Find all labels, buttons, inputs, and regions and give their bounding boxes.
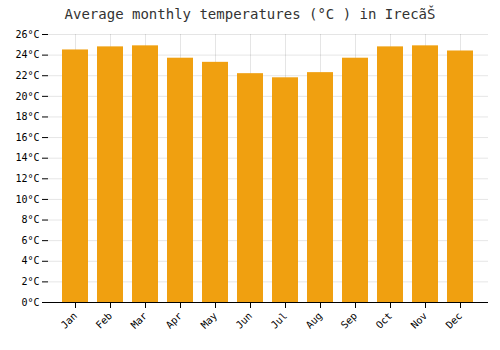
svg-text:Jan: Jan [59, 310, 80, 331]
svg-text:Oct: Oct [374, 310, 395, 331]
svg-text:6°C: 6°C [21, 235, 39, 246]
html-text:Average monthly temperatures (: Average monthly temperatures (°C ) in Ir… [64, 6, 436, 22]
svg-text:26°C: 26°C [15, 29, 39, 40]
svg-text:Feb: Feb [94, 310, 115, 331]
svg-text:20°C: 20°C [15, 91, 39, 102]
svg-text:Jun: Jun [234, 310, 255, 331]
svg-text:Nov: Nov [409, 310, 430, 331]
svg-text:Jul: Jul [269, 310, 290, 331]
svg-text:Mar: Mar [129, 310, 150, 331]
svg-text:16°C: 16°C [15, 132, 39, 143]
svg-text:14°C: 14°C [15, 152, 39, 163]
svg-text:Dec: Dec [444, 310, 465, 331]
svg-text:Sep: Sep [339, 310, 360, 331]
svg-text:8°C: 8°C [21, 214, 39, 225]
svg-text:Aug: Aug [304, 310, 325, 331]
svg-text:22°C: 22°C [15, 70, 39, 81]
svg-text:Apr: Apr [164, 310, 185, 331]
svg-text:2°C: 2°C [21, 276, 39, 287]
svg-text:10°C: 10°C [15, 194, 39, 205]
svg-text:18°C: 18°C [15, 111, 39, 122]
svg-text:24°C: 24°C [15, 49, 39, 60]
svg-text:12°C: 12°C [15, 173, 39, 184]
svg-text:0°C: 0°C [21, 297, 39, 308]
svg-text:May: May [199, 310, 220, 331]
svg-text:4°C: 4°C [21, 255, 39, 266]
